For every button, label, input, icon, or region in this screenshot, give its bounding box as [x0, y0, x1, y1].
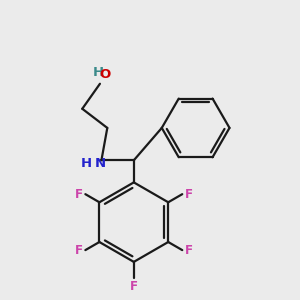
- Text: F: F: [185, 244, 193, 256]
- Text: F: F: [185, 188, 193, 201]
- Text: H: H: [81, 157, 92, 170]
- Text: H: H: [93, 66, 104, 79]
- Text: N: N: [94, 157, 106, 170]
- Text: F: F: [130, 280, 138, 293]
- Text: F: F: [75, 188, 83, 201]
- Text: F: F: [75, 244, 83, 256]
- Text: O: O: [100, 68, 111, 81]
